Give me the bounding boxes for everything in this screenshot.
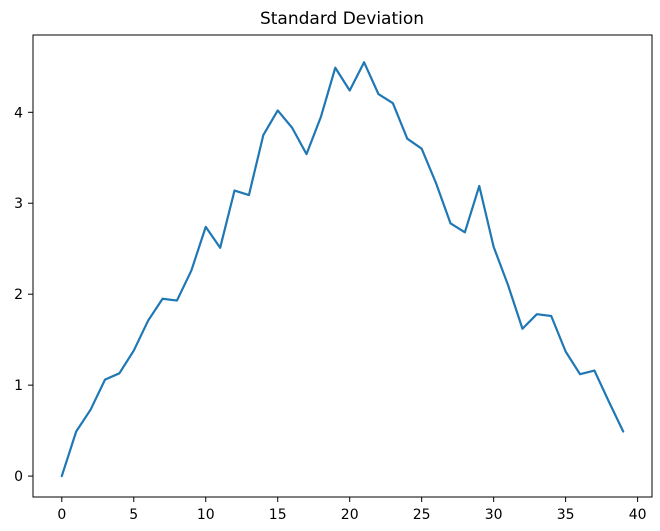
- x-tick-label: 20: [341, 507, 359, 523]
- x-tick-label: 0: [57, 507, 66, 523]
- chart-title: Standard Deviation: [260, 9, 424, 29]
- y-tick-label: 0: [14, 469, 23, 485]
- y-tick-label: 4: [14, 105, 23, 121]
- x-tick-label: 15: [269, 507, 287, 523]
- x-tick-label: 5: [129, 507, 138, 523]
- x-tick-label: 40: [629, 507, 647, 523]
- x-tick-label: 25: [413, 507, 431, 523]
- x-tick-label: 10: [197, 507, 215, 523]
- x-tick-label: 30: [485, 507, 503, 523]
- plot-area: 0 5 10 15 20 25 30 35 40 0 1 2 3 4: [14, 34, 653, 523]
- y-tick-label: 3: [14, 196, 23, 212]
- series-line: [60, 61, 625, 478]
- y-tick-label: 1: [14, 378, 23, 394]
- x-tick-label: 35: [557, 507, 575, 523]
- axes-frame: [32, 34, 653, 498]
- y-tick-label: 2: [14, 287, 23, 303]
